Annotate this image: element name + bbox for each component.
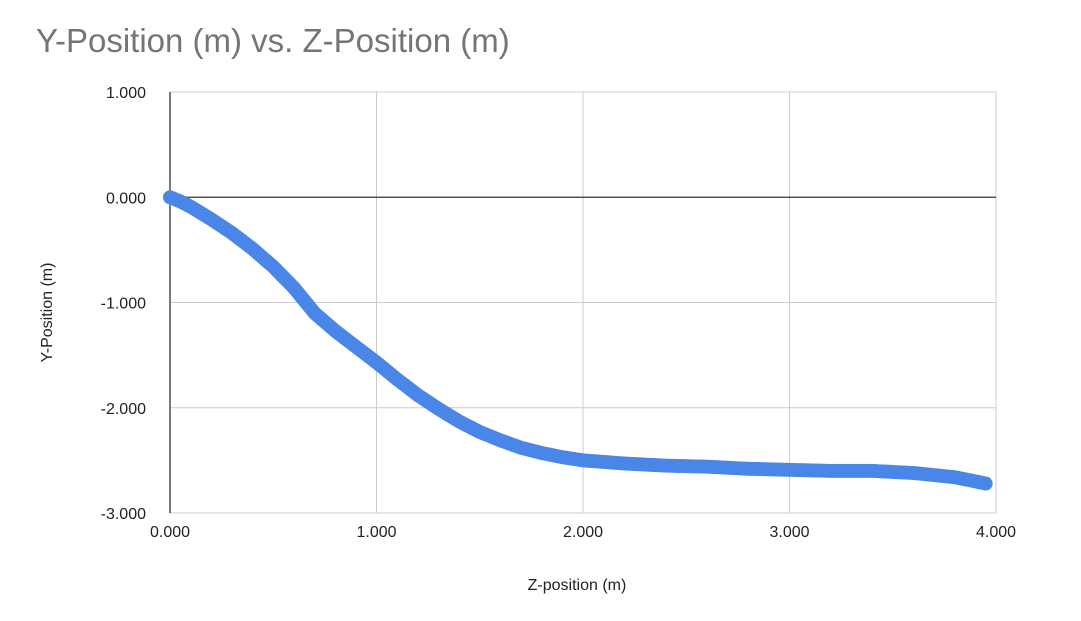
x-axis-title: Z-position (m) [528,577,627,594]
x-tick-label: 4.000 [976,524,1016,541]
y-axis-title: Y-Position (m) [39,263,56,363]
y-tick-label: -2.000 [101,401,146,418]
y-tick-label: 0.000 [106,190,146,207]
data-point [978,476,993,491]
y-tick-label: 1.000 [106,85,146,102]
chart-title: Y-Position (m) vs. Z-Position (m) [36,22,510,59]
y-tick-label: -3.000 [101,506,146,523]
x-tick-label: 0.000 [150,524,190,541]
x-tick-label: 2.000 [563,524,603,541]
y-tick-label: -1.000 [101,296,146,313]
x-tick-label: 3.000 [769,524,809,541]
x-tick-label: 1.000 [356,524,396,541]
